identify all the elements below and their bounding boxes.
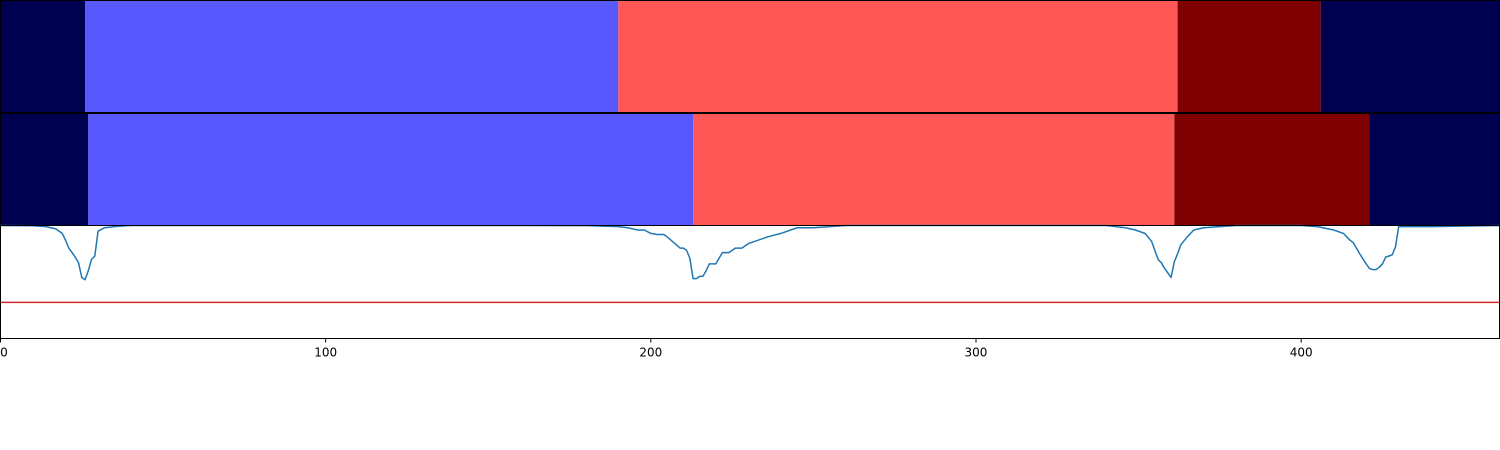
x-tick-label-0: 0 xyxy=(0,346,8,360)
strip-1-segment-3 xyxy=(1177,0,1321,113)
x-tick-label-200: 200 xyxy=(639,346,662,360)
strip-2-segment-4 xyxy=(1369,113,1500,226)
strip-1-segment-1 xyxy=(85,0,619,113)
segment-strip-2 xyxy=(0,113,1500,226)
x-tick-label-400: 400 xyxy=(1290,346,1313,360)
x-tick-label-300: 300 xyxy=(965,346,988,360)
x-tick-label-100: 100 xyxy=(314,346,337,360)
strip-1-segment-0 xyxy=(0,0,86,113)
series-line xyxy=(0,224,1500,281)
x-axis: 0 100 200 300 400 xyxy=(0,338,1313,360)
strip-2-segment-0 xyxy=(0,113,89,226)
strip-2-segment-3 xyxy=(1174,113,1370,226)
strip-1-segment-4 xyxy=(1320,0,1500,113)
strip-2-segment-2 xyxy=(693,113,1175,226)
strip-2-segment-1 xyxy=(88,113,694,226)
line-panel xyxy=(0,224,1500,304)
segment-strip-1 xyxy=(0,0,1500,113)
strip-1-segment-2 xyxy=(618,0,1178,113)
